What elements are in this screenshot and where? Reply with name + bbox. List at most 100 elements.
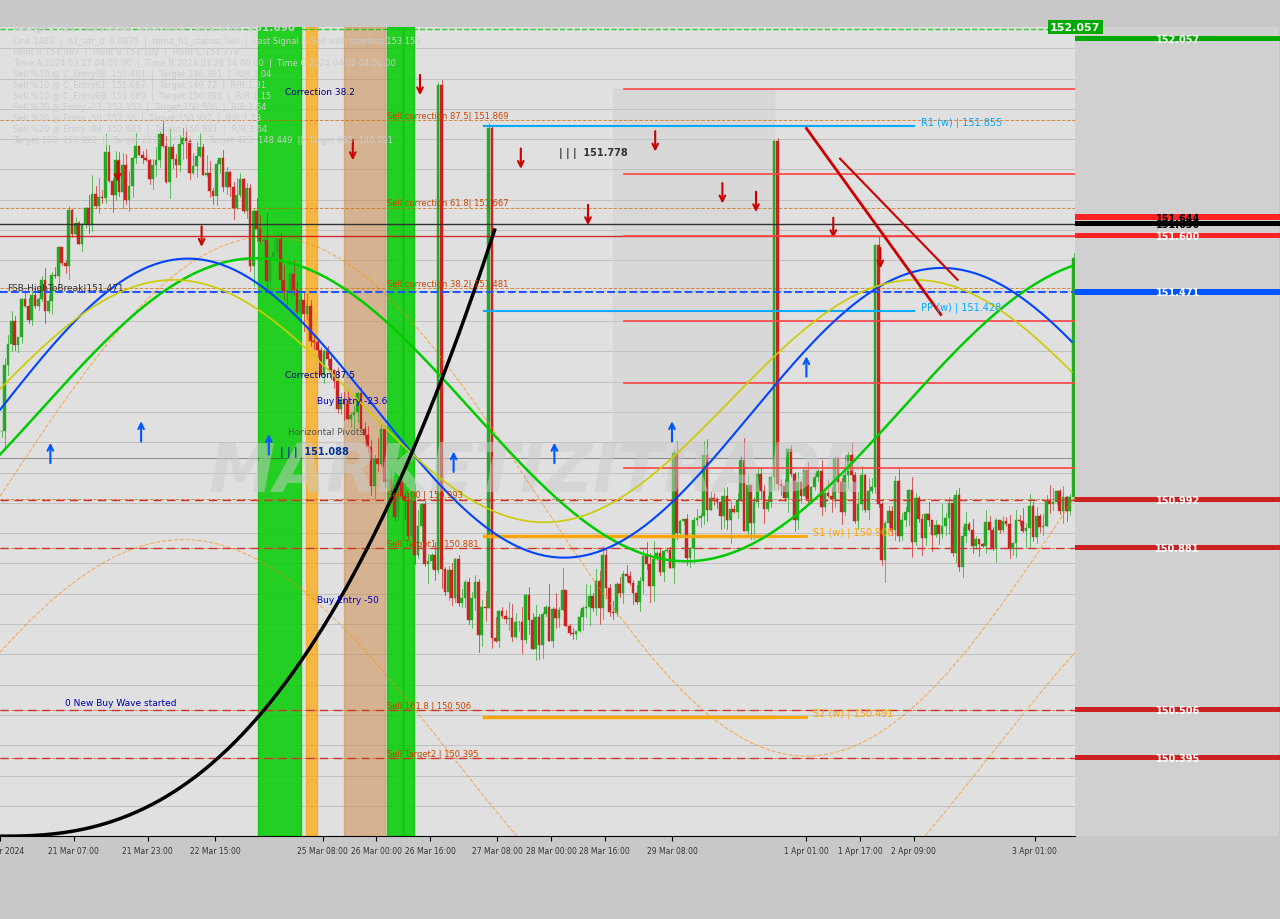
Text: MARKETIZITRADE: MARKETIZITRADE — [209, 439, 867, 505]
Text: 151.630: 151.630 — [1156, 220, 1199, 230]
Bar — [544, 607, 547, 614]
Text: Sell correction 38.2| 151.481: Sell correction 38.2| 151.481 — [387, 279, 508, 289]
Bar — [302, 301, 305, 314]
Bar — [390, 480, 393, 492]
Bar — [356, 393, 358, 413]
Bar — [1075, 290, 1280, 295]
Bar — [790, 449, 792, 475]
Bar — [346, 404, 348, 419]
Bar — [205, 174, 207, 176]
Bar — [955, 495, 957, 553]
Bar — [612, 612, 614, 613]
Text: 152.057: 152.057 — [1156, 35, 1199, 45]
Text: 0 New Buy Wave started: 0 New Buy Wave started — [64, 698, 177, 708]
Bar — [184, 139, 187, 142]
Text: | | |  151.088: | | | 151.088 — [279, 447, 348, 458]
Bar — [440, 86, 443, 569]
Bar — [306, 28, 317, 836]
Bar — [972, 530, 974, 547]
Text: 150.506: 150.506 — [1156, 706, 1199, 715]
Bar — [148, 161, 151, 180]
Bar — [6, 345, 9, 366]
Bar — [87, 209, 90, 225]
Bar — [844, 476, 846, 513]
Bar — [794, 475, 796, 521]
Bar — [995, 521, 997, 549]
Bar — [736, 501, 739, 512]
Text: Sell %20 @ Entry -88: 152.683  |  Target:150.881  |  R/R:3.64: Sell %20 @ Entry -88: 152.683 | Target:1… — [13, 125, 268, 134]
Bar — [716, 499, 718, 502]
Bar — [175, 160, 178, 166]
Text: Line:1483  |  h1_atr_d: 0.0875  |  tema_h1_status: Sell  |  Last Signal is:Sell : Line:1483 | h1_atr_d: 0.0875 | tema_h1_s… — [13, 37, 421, 46]
Bar — [796, 482, 799, 521]
Bar — [786, 449, 788, 498]
Bar — [420, 505, 422, 527]
Bar — [14, 322, 17, 346]
Bar — [256, 212, 259, 230]
Bar — [622, 575, 625, 594]
Bar — [961, 537, 964, 567]
Text: Sell %20 @ Entry -50: 152.36  |  Target:150.992  |  R/R:1.73: Sell %20 @ Entry -50: 152.36 | Target:15… — [13, 114, 261, 123]
Bar — [310, 306, 312, 342]
Bar — [632, 584, 635, 594]
Bar — [531, 620, 534, 649]
Bar — [561, 590, 563, 610]
Text: Sell Target2 | 150.395: Sell Target2 | 150.395 — [387, 749, 479, 758]
Bar — [430, 555, 433, 562]
Bar — [172, 147, 174, 160]
Bar — [360, 393, 362, 430]
Bar — [131, 159, 133, 187]
Bar — [353, 413, 356, 415]
Bar — [833, 459, 836, 500]
Bar — [628, 576, 631, 584]
Bar — [1038, 516, 1041, 528]
Bar — [682, 519, 685, 522]
Bar — [219, 159, 221, 165]
Bar — [444, 569, 447, 593]
Bar — [413, 502, 416, 556]
Bar — [333, 371, 335, 382]
Bar — [947, 503, 950, 518]
Bar — [283, 280, 285, 291]
Bar — [70, 210, 73, 234]
Bar — [417, 527, 420, 556]
Bar — [178, 144, 180, 166]
Bar — [323, 352, 325, 376]
Bar — [248, 189, 251, 267]
Bar — [44, 281, 46, 312]
Bar — [1042, 526, 1044, 528]
Bar — [141, 155, 143, 159]
Bar — [477, 583, 480, 636]
Bar — [1075, 215, 1280, 221]
Bar — [854, 476, 856, 521]
Bar — [269, 257, 271, 282]
Bar — [453, 560, 456, 598]
Bar — [893, 482, 896, 530]
Bar — [364, 430, 366, 436]
Bar — [564, 590, 567, 626]
Bar — [548, 607, 550, 641]
Bar — [649, 564, 652, 587]
Bar — [591, 596, 594, 608]
Bar — [138, 147, 141, 155]
Text: | | |  151.778: | | | 151.778 — [559, 148, 628, 159]
Bar — [703, 456, 705, 516]
Bar — [1075, 233, 1280, 239]
Bar — [484, 607, 486, 608]
Bar — [376, 460, 379, 465]
Text: Buy Entry -50: Buy Entry -50 — [317, 596, 379, 605]
Text: 151.471: 151.471 — [1156, 289, 1199, 298]
Bar — [769, 478, 772, 503]
Bar — [575, 631, 577, 635]
Bar — [58, 248, 60, 278]
Bar — [901, 521, 904, 537]
Bar — [641, 556, 644, 582]
Bar — [803, 471, 805, 497]
Bar — [344, 28, 385, 836]
Bar — [614, 584, 617, 613]
Text: USDJPY H1  151.550  151.630  151.550  151.690: USDJPY H1 151.550 151.630 151.550 151.69… — [13, 23, 294, 33]
Bar — [1065, 497, 1068, 512]
Bar — [480, 607, 483, 636]
Bar — [296, 291, 298, 312]
Bar — [1028, 506, 1030, 528]
